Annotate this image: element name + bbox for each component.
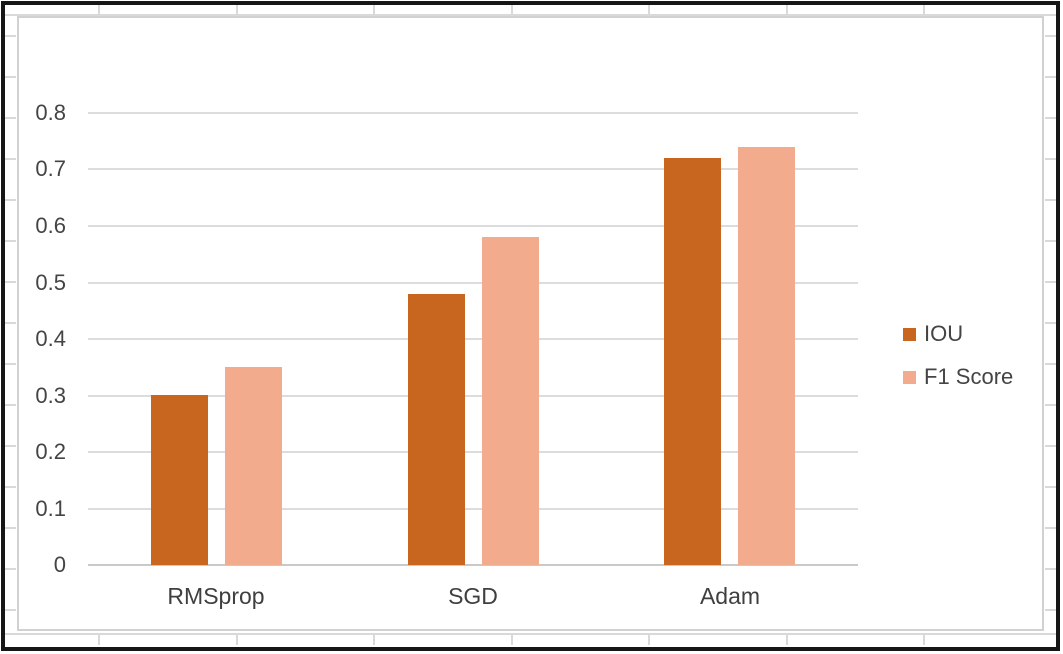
- sheet-row-tick: [1045, 609, 1056, 611]
- y-tick-label: 0.7: [35, 156, 66, 181]
- sheet-row-tick: [1045, 568, 1056, 570]
- y-tick-label: 0: [53, 552, 66, 577]
- sheet-row-tick: [1045, 363, 1056, 365]
- gridline: [88, 225, 858, 227]
- bar-f1-score-adam[interactable]: [738, 147, 795, 565]
- sheet-row-tick: [5, 240, 16, 242]
- sheet-row-tick: [1045, 527, 1056, 529]
- gridline: [88, 168, 858, 170]
- gridline: [88, 451, 858, 453]
- bar-f1-score-rmsprop[interactable]: [225, 367, 282, 565]
- gridline: [88, 112, 858, 114]
- sheet-row-tick: [5, 117, 16, 119]
- sheet-row-tick: [5, 76, 16, 78]
- sheet-column-tick: [648, 5, 650, 14]
- x-axis-category-label: Adam: [699, 583, 761, 609]
- sheet-row-tick: [1045, 322, 1056, 324]
- sheet-row-line: [5, 633, 1058, 635]
- sheet-column-tick: [511, 5, 513, 14]
- sheet-row-tick: [5, 158, 16, 160]
- sheet-column-tick: [648, 635, 650, 645]
- legend-item-iou[interactable]: IOU: [903, 321, 963, 347]
- sheet-column-tick: [373, 5, 375, 14]
- sheet-column-tick: [511, 635, 513, 645]
- sheet-row-tick: [5, 363, 16, 365]
- sheet-row-tick: [1045, 240, 1056, 242]
- sheet-column-tick: [98, 635, 100, 645]
- sheet-column-tick: [923, 5, 925, 14]
- sheet-row-tick: [1045, 35, 1056, 37]
- legend-item-f1-score[interactable]: F1 Score: [903, 364, 1013, 390]
- legend-item-label: IOU: [924, 321, 964, 346]
- sheet-column-tick: [786, 5, 788, 14]
- sheet-row-line: [5, 14, 1058, 16]
- x-axis-category-label: RMSprop: [167, 583, 265, 609]
- sheet-row-tick: [1045, 76, 1056, 78]
- sheet-row-tick: [5, 445, 16, 447]
- legend-color-swatch: [903, 370, 916, 384]
- bar-iou-sgd[interactable]: [408, 294, 465, 565]
- sheet-column-tick: [786, 635, 788, 645]
- sheet-row-tick: [1045, 445, 1056, 447]
- sheet-row-tick: [1045, 486, 1056, 488]
- y-tick-label: 0.1: [35, 496, 66, 521]
- y-tick-label: 0.2: [35, 439, 66, 464]
- sheet-row-tick: [5, 322, 16, 324]
- sheet-row-tick: [1045, 281, 1056, 283]
- sheet-row-tick: [5, 609, 16, 611]
- sheet-row-tick: [5, 281, 16, 283]
- sheet-column-tick: [98, 5, 100, 14]
- y-tick-label: 0.3: [35, 383, 66, 408]
- bar-iou-adam[interactable]: [664, 158, 721, 565]
- legend-color-swatch: [903, 327, 916, 341]
- gridline: [88, 282, 858, 284]
- sheet-row-tick: [5, 527, 16, 529]
- bar-f1-score-sgd[interactable]: [482, 237, 539, 565]
- gridline: [88, 508, 858, 510]
- y-tick-label: 0.5: [35, 270, 66, 295]
- sheet-row-tick: [1045, 404, 1056, 406]
- y-tick-label: 0.8: [35, 100, 66, 125]
- sheet-column-tick: [373, 635, 375, 645]
- sheet-row-tick: [1045, 199, 1056, 201]
- legend-item-label: F1 Score: [924, 364, 1014, 389]
- sheet-column-tick: [923, 635, 925, 645]
- sheet-row-tick: [1045, 117, 1056, 119]
- sheet-row-tick: [1045, 158, 1056, 160]
- sheet-row-tick: [5, 404, 16, 406]
- y-tick-label: 0.4: [35, 326, 66, 351]
- sheet-row-tick: [5, 486, 16, 488]
- sheet-row-tick: [5, 568, 16, 570]
- sheet-row-tick: [5, 35, 16, 37]
- sheet-row-tick: [5, 199, 16, 201]
- bar-iou-rmsprop[interactable]: [151, 395, 208, 565]
- x-axis-line: [88, 564, 858, 566]
- x-axis-category-label: SGD: [448, 583, 498, 609]
- y-tick-label: 0.6: [35, 213, 66, 238]
- gridline: [88, 338, 858, 340]
- sheet-column-tick: [236, 5, 238, 14]
- sheet-column-tick: [236, 635, 238, 645]
- gridline: [88, 395, 858, 397]
